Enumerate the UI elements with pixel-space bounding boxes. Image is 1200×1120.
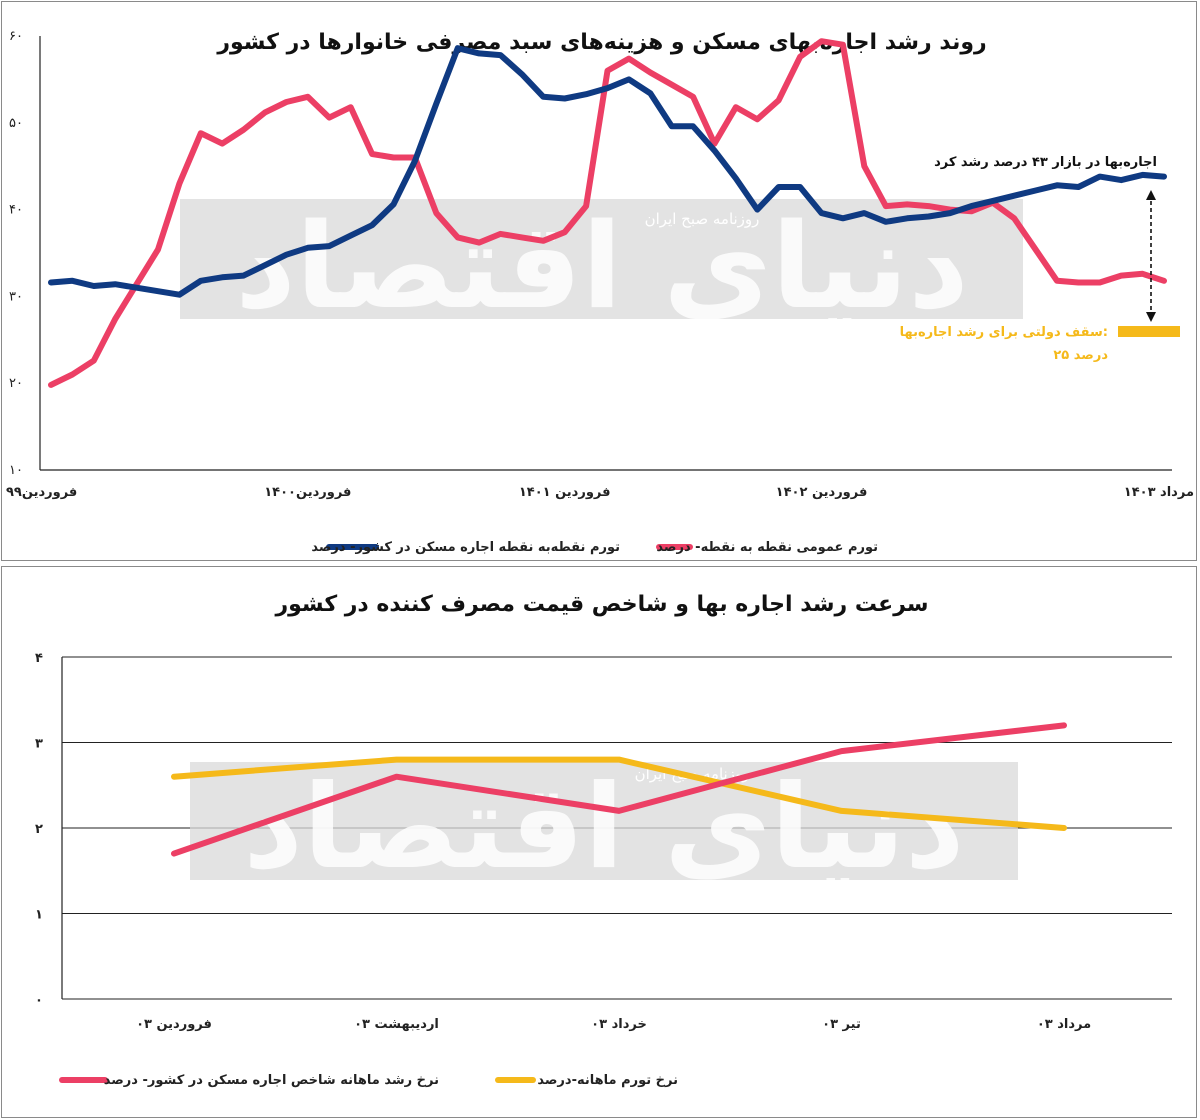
gap-arrow-up-head	[1146, 190, 1156, 200]
x-tick-label: مرداد ۰۳	[1037, 1017, 1091, 1032]
series-line-rent-monthly	[171, 722, 1067, 857]
chart-panel-rent-vs-inflation: دنیای اقتصاد روزنامه صبح ایران روند رشد …	[1, 1, 1197, 561]
x-tick-label: فروردین۱۴۰۰	[264, 485, 351, 500]
x-tick-labels: فروردین ۰۳ اردیبهشت ۰۳ خرداد ۰۳ تیر ۰۳ مرداد…	[136, 1017, 1091, 1032]
x-tick-label: اردیبهشت ۰۳	[354, 1017, 439, 1032]
watermark: دنیای اقتصاد روزنامه صبح ایران	[190, 760, 1018, 895]
legend-label-rent: تورم نقطه‌به نقطه اجاره مسکن در کشور- در…	[311, 540, 620, 555]
chart-panel-monthly-growth: دنیای اقتصاد روزنامه صبح ایران سرعت رشد …	[1, 566, 1197, 1118]
legend: تورم نقطه‌به نقطه اجاره مسکن در کشور- در…	[311, 540, 878, 555]
y-tick-label: ۳۰	[9, 289, 23, 304]
series-lines	[48, 38, 1167, 388]
line-chart-rent-inflation: دنیای اقتصاد روزنامه صبح ایران روند رشد …	[6, 29, 1194, 555]
cap-value: ۲۵ درصد	[1053, 348, 1108, 363]
y-tick-label: ۳	[35, 737, 43, 752]
legend-label-rent-monthly: نرخ رشد ماهانه شاخص اجاره مسکن در کشور- …	[104, 1073, 439, 1088]
watermark-logo-text: دنیای اقتصاد	[235, 197, 969, 335]
y-tick-label: ۴	[35, 651, 43, 666]
x-tick-label: فروردین ۰۳	[136, 1017, 212, 1032]
y-tick-labels: ۱۰ ۲۰ ۳۰ ۴۰ ۵۰ ۶۰	[9, 29, 23, 478]
rent-growth-annotation: اجاره‌بها در بازار ۴۳ درصد رشد کرد	[934, 155, 1157, 170]
y-tick-label: ۲	[35, 822, 43, 837]
cap-marker	[1118, 326, 1180, 337]
x-tick-label: فروردین۹۹	[6, 485, 77, 500]
x-tick-label: خرداد ۰۳	[591, 1017, 647, 1032]
series-lines	[171, 722, 1067, 857]
x-tick-labels: فروردین۹۹ فروردین۱۴۰۰ فروردین ۱۴۰۱ فروردین …	[6, 485, 1194, 500]
watermark-band	[190, 762, 1018, 880]
x-tick-label: فروردین ۱۴۰۱	[519, 485, 611, 500]
gap-arrow-down-head	[1146, 312, 1156, 322]
y-tick-labels: ۰ ۱ ۲ ۳ ۴	[35, 651, 43, 1008]
series-line-cpi-monthly	[171, 756, 1067, 831]
x-tick-label: تیر ۰۳	[822, 1017, 861, 1032]
x-tick-label: مرداد ۱۴۰۳	[1124, 485, 1194, 500]
y-tick-label: ۴۰	[9, 203, 23, 218]
legend-label-cpi-monthly: نرخ تورم ماهانه-درصد	[537, 1073, 678, 1088]
y-tick-label: ۲۰	[9, 376, 23, 391]
y-tick-label: ۱	[35, 908, 43, 923]
y-tick-label: ۰	[35, 993, 43, 1008]
line-chart-monthly-growth: دنیای اقتصاد روزنامه صبح ایران سرعت رشد …	[35, 592, 1172, 1088]
watermark-newspaper-text: روزنامه صبح ایران	[645, 210, 760, 228]
chart-title: روند رشد اجاره‌بهای مسکن و هزینه‌های سبد…	[216, 30, 986, 55]
legend-label-inflation: تورم عمومی نقطه به نقطه- درصد	[656, 540, 878, 555]
y-tick-label: ۱۰	[9, 463, 23, 478]
cap-label: سقف دولتی برای رشد اجاره‌بها:	[900, 325, 1108, 340]
series-line-rent-inflation	[48, 45, 1167, 298]
series-line-general-inflation	[48, 38, 1167, 388]
legend: نرخ رشد ماهانه شاخص اجاره مسکن در کشور- …	[59, 1073, 678, 1088]
y-tick-label: ۵۰	[9, 116, 23, 131]
y-tick-label: ۶۰	[9, 29, 23, 44]
x-tick-label: فروردین ۱۴۰۲	[776, 485, 868, 500]
chart-title: سرعت رشد اجاره بها و شاخص قیمت مصرف کنند…	[274, 592, 928, 617]
watermark-logo-text: دنیای اقتصاد	[243, 760, 964, 895]
